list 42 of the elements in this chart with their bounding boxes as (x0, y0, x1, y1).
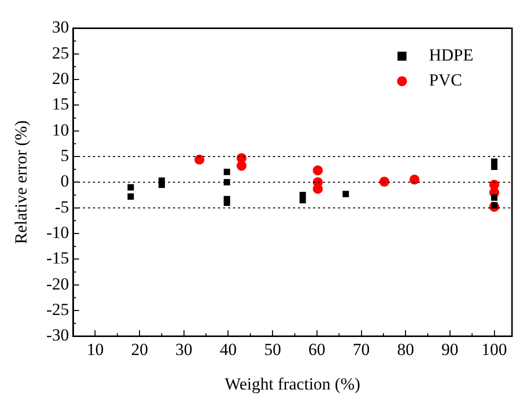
x-tick-label: 90 (441, 340, 458, 359)
y-tick-label: 25 (52, 43, 70, 62)
x-tick-label: 70 (352, 340, 370, 359)
x-tick-label: 10 (86, 340, 104, 359)
x-tick-label: 20 (131, 340, 148, 359)
x-tick-label: 60 (308, 340, 326, 359)
y-tick-label: -30 (46, 326, 70, 345)
y-tick-label: 15 (52, 94, 70, 114)
x-tick-label: 30 (175, 340, 192, 359)
point (379, 176, 390, 187)
y-tick-label: 30 (52, 18, 70, 37)
point (236, 160, 247, 171)
point (128, 184, 134, 191)
point (312, 165, 323, 176)
y-tick-label: 5 (60, 146, 70, 165)
point (491, 164, 498, 170)
point (158, 182, 165, 188)
y-tick-label: -20 (46, 274, 70, 294)
x-tick-label: 100 (482, 340, 508, 359)
legend-label: PVC (429, 70, 462, 90)
y-tick-label: 20 (52, 69, 70, 88)
y-axis-title: Relative error (%) (12, 120, 31, 244)
y-tick-label: 10 (52, 120, 70, 140)
x-tick-label: 50 (264, 340, 282, 359)
x-tick-label: 40 (220, 340, 237, 359)
point (224, 200, 230, 206)
point (409, 174, 420, 185)
point (194, 154, 204, 165)
point (128, 193, 134, 200)
point (342, 190, 349, 198)
x-axis-title: Weight fraction (%) (224, 374, 360, 394)
x-tick-label: 80 (397, 340, 414, 359)
y-tick-label: -25 (46, 300, 70, 319)
y-tick-label: -5 (54, 197, 70, 216)
point (300, 196, 306, 204)
point (224, 168, 230, 176)
y-tick-label: -15 (46, 248, 70, 268)
y-tick-label: -10 (46, 223, 70, 242)
legend-label: HDPE (429, 46, 474, 65)
point (224, 179, 230, 186)
y-tick-label: 0 (60, 172, 70, 191)
point (491, 194, 498, 201)
